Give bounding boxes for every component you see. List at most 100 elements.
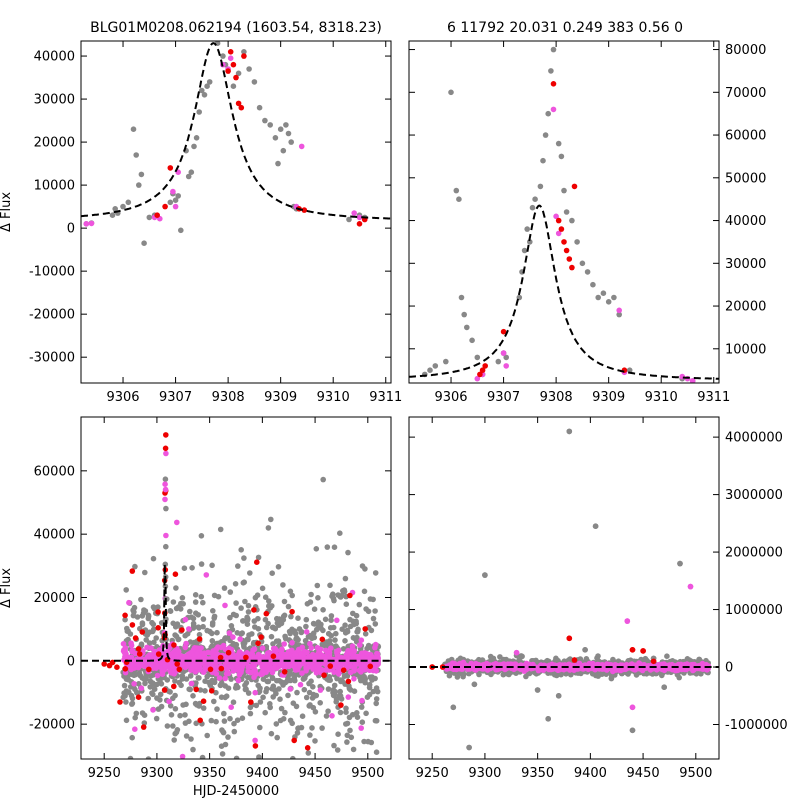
gray-point — [338, 696, 345, 702]
red-point — [304, 745, 311, 751]
gray-point — [346, 714, 353, 721]
gray-point — [167, 199, 174, 206]
gray-point — [330, 624, 337, 631]
gray-point — [262, 616, 269, 623]
gray-point — [255, 626, 262, 632]
gray-point — [365, 608, 372, 615]
red-point — [241, 53, 247, 59]
gray-point — [270, 694, 277, 700]
red-point — [270, 653, 277, 659]
red-point — [235, 100, 242, 107]
gray-point — [172, 197, 179, 203]
gray-point — [333, 630, 339, 637]
magenta-point — [252, 667, 258, 674]
gray-point — [574, 239, 580, 245]
gray-point — [358, 677, 364, 684]
magenta-point — [315, 667, 321, 674]
red-point — [208, 688, 215, 694]
gray-point — [364, 694, 371, 700]
gray-point — [256, 104, 263, 111]
x-tick-label: 9250 — [416, 766, 449, 781]
gray-point — [146, 214, 153, 221]
red-point — [172, 571, 179, 577]
gray-point — [262, 594, 269, 600]
magenta-point — [689, 378, 696, 383]
gray-point — [219, 751, 226, 757]
gray-point — [220, 53, 226, 59]
axes-frame — [408, 40, 720, 384]
gray-point — [221, 718, 228, 724]
gray-point — [242, 682, 248, 689]
x-tick-label: 9350 — [193, 766, 226, 781]
gray-point — [132, 563, 138, 570]
magenta-point — [248, 669, 254, 676]
gray-point — [168, 712, 175, 718]
gray-point — [139, 675, 145, 681]
gray-point — [183, 733, 190, 739]
gray-point — [287, 677, 294, 684]
magenta-point — [359, 697, 365, 704]
gray-point — [150, 604, 157, 610]
gray-point — [211, 613, 218, 620]
gray-point — [153, 635, 159, 641]
magenta-point — [227, 655, 233, 661]
gray-point — [626, 367, 633, 374]
gray-point — [466, 744, 472, 751]
gray-point — [368, 627, 375, 634]
gray-point — [199, 87, 205, 94]
gray-point — [288, 139, 295, 145]
gray-point — [145, 695, 151, 702]
gray-point — [280, 716, 287, 722]
gray-point — [266, 598, 272, 604]
gray-point — [198, 593, 205, 600]
red-point — [225, 649, 232, 656]
red-point — [230, 61, 237, 68]
gray-point — [164, 723, 171, 729]
red-point — [162, 445, 169, 452]
gray-point — [153, 715, 160, 722]
gray-point — [138, 596, 144, 603]
y-axis-label: Δ Flux — [0, 192, 14, 232]
magenta-point — [334, 648, 340, 655]
gray-point — [172, 678, 178, 684]
y-axis-label: Δ Flux — [0, 568, 14, 608]
gray-point — [344, 628, 351, 635]
gray-point — [176, 679, 183, 686]
gray-point — [233, 755, 240, 759]
gray-point — [309, 725, 315, 731]
gray-point — [213, 689, 219, 696]
gray-point — [259, 585, 266, 592]
gray-point — [247, 710, 254, 717]
red-point — [132, 635, 139, 641]
magenta-point — [361, 663, 367, 669]
gray-point — [123, 699, 129, 705]
magenta-point — [259, 661, 265, 668]
gray-point — [345, 549, 351, 556]
gray-point — [311, 634, 318, 641]
magenta-point — [347, 663, 354, 669]
red-point — [555, 217, 562, 224]
red-point — [327, 663, 334, 669]
gray-point — [230, 611, 237, 618]
gray-point — [195, 612, 201, 618]
magenta-point — [150, 707, 156, 713]
gray-point — [327, 582, 333, 589]
gray-point — [154, 681, 160, 688]
gray-point — [362, 631, 369, 637]
y-tick-label: 0 — [67, 654, 75, 669]
gray-point — [330, 687, 337, 693]
magenta-point — [474, 375, 481, 382]
magenta-point — [307, 640, 313, 647]
gray-point — [550, 46, 557, 53]
magenta-point — [251, 674, 257, 681]
gray-point — [163, 505, 169, 512]
magenta-point — [212, 656, 219, 662]
magenta-point — [345, 647, 351, 654]
gray-point — [142, 569, 148, 576]
gray-point — [537, 183, 544, 190]
gray-point — [157, 691, 164, 698]
gray-point — [351, 635, 358, 642]
gray-point — [629, 727, 636, 734]
x-tick-label: 9309 — [264, 390, 297, 405]
gray-point — [123, 717, 130, 724]
